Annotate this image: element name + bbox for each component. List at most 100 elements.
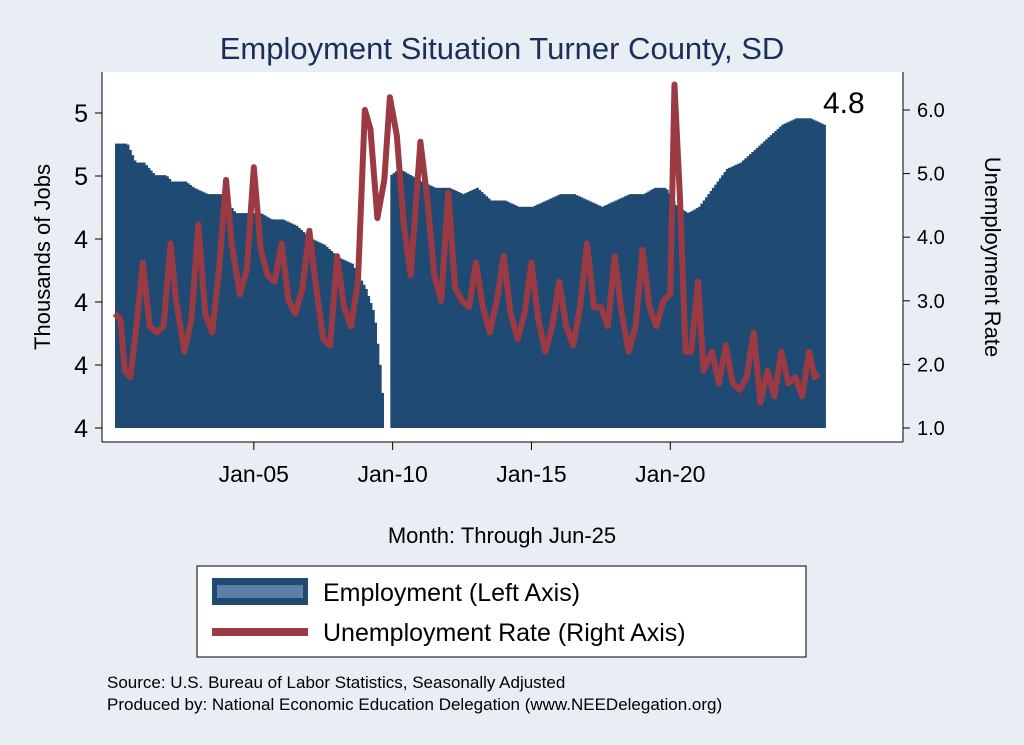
left-tick-label: 5 (74, 100, 88, 128)
employment-bar (686, 212, 690, 428)
employment-bar (260, 213, 264, 428)
employment-bar (156, 175, 160, 428)
employment-bar (506, 201, 509, 428)
employment-bar (346, 261, 350, 428)
left-tick-label: 4 (74, 352, 88, 380)
employment-bar (168, 178, 172, 428)
employment-bar (584, 199, 588, 428)
employment-bar (596, 204, 600, 428)
employment-bar (117, 143, 121, 428)
y-axis-right-title: Unemployment Rate (980, 157, 1005, 358)
employment-bar (628, 194, 632, 428)
x-axis-title: Month: Through Jun-25 (388, 523, 616, 548)
employment-bar (195, 189, 199, 428)
employment-bar (818, 122, 822, 428)
employment-bar (774, 130, 778, 428)
chart-title: Employment Situation Turner County, SD (220, 31, 785, 66)
employment-bar (728, 167, 732, 428)
employment-bar (730, 166, 734, 428)
employment-bar (478, 189, 482, 428)
employment-bar (748, 154, 752, 428)
unemployment-rate-line (112, 81, 821, 406)
employment-bar (249, 213, 253, 428)
employment-bar (781, 124, 785, 428)
source-line: Source: U.S. Bureau of Labor Statistics,… (107, 673, 565, 692)
employment-bar (304, 234, 308, 428)
employment-bar (679, 208, 683, 428)
employment-bar (246, 213, 250, 428)
employment-bar (121, 143, 125, 428)
employment-bar (762, 141, 766, 429)
employment-bar (767, 137, 771, 428)
employment-bar (413, 177, 417, 428)
employment-bar (198, 190, 202, 428)
employment-bar (496, 200, 500, 428)
employment-bar (804, 118, 808, 428)
employment-bar (714, 184, 718, 428)
employment-bar (462, 194, 465, 428)
employment-bar (133, 160, 137, 428)
employment-bar (279, 219, 283, 428)
employment-bar (531, 206, 535, 428)
employment-bar (344, 260, 347, 428)
employment-bar (797, 118, 801, 428)
employment-bar (364, 288, 368, 428)
employment-bar (785, 122, 789, 428)
employment-bar (809, 118, 813, 428)
employment-bar (742, 160, 745, 428)
employment-bar (332, 253, 336, 428)
employment-bar (311, 239, 315, 428)
employment-bar (369, 303, 373, 428)
employment-bar (642, 194, 646, 428)
employment-bar (790, 120, 794, 429)
employment-bar (209, 194, 213, 428)
employment-bar (806, 118, 810, 428)
employment-bar (337, 257, 341, 428)
employment-bar (799, 118, 803, 428)
right-tick-label: 4.0 (917, 227, 945, 249)
employment-bar (751, 152, 755, 428)
employment-bar (434, 187, 438, 428)
employment-bar (115, 143, 118, 428)
employment-bar (765, 139, 769, 428)
employment-bar (374, 322, 378, 428)
employment-bar (313, 240, 317, 428)
employment-bar (283, 220, 287, 428)
employment-bar (182, 181, 186, 428)
left-tick-label: 4 (74, 226, 88, 254)
employment-bar (242, 213, 246, 428)
employment-bar (471, 189, 475, 428)
employment-bar (744, 158, 748, 428)
employment-bar (221, 195, 225, 428)
employment-bar (302, 232, 306, 428)
employment-bar (758, 145, 762, 428)
employment-bar (820, 123, 824, 428)
employment-bar (723, 172, 727, 428)
employment-bar (705, 197, 708, 428)
employment-bar (772, 133, 776, 428)
employment-bar (154, 175, 158, 428)
employment-bar (288, 222, 292, 428)
employment-bar (233, 211, 236, 428)
employment-bar (545, 200, 549, 428)
employment-bar (316, 241, 320, 428)
employment-bar (124, 143, 128, 428)
employment-bar (239, 213, 243, 428)
legend-unemployment-label: Unemployment Rate (Right Axis) (323, 619, 686, 647)
employment-bar (503, 200, 507, 428)
employment-bar (357, 276, 361, 428)
employment-bar (688, 212, 692, 428)
employment-bar (244, 213, 248, 428)
employment-bar (401, 170, 405, 429)
employment-bar (397, 169, 401, 428)
employment-bar (258, 213, 262, 428)
employment-bar (626, 195, 630, 428)
employment-bar (677, 207, 681, 428)
employment-bar (670, 197, 674, 428)
x-tick-label: Jan-05 (219, 461, 289, 487)
employment-bar (816, 121, 819, 428)
employment-bar (517, 206, 521, 428)
employment-bar (149, 170, 153, 428)
employment-bar (341, 259, 345, 428)
employment-bar (404, 172, 408, 428)
